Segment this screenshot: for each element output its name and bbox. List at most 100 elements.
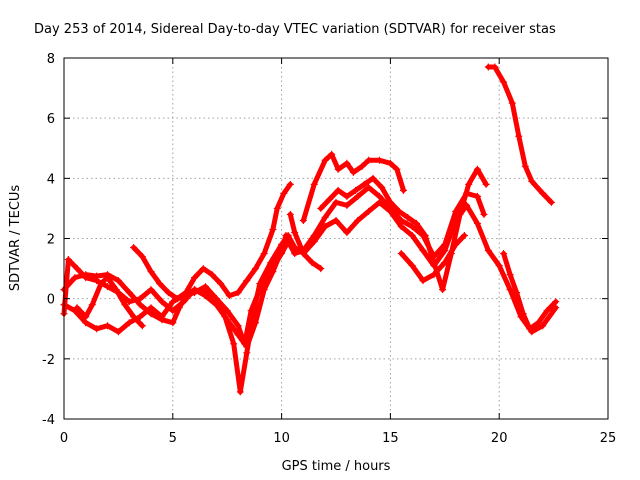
data-point [465,180,473,188]
data-point [82,319,90,327]
data-point [156,280,164,288]
series-sat-g [317,165,490,294]
data-point [243,277,251,285]
data-point [358,162,366,170]
y-tick-label: -4 [42,413,55,428]
series-sat-h [73,274,146,330]
data-point [500,250,508,258]
data-point [534,319,542,327]
data-point [260,286,268,294]
data-point [480,210,488,218]
data-point [317,204,325,212]
data-point [419,277,427,285]
data-point [321,222,329,230]
data-point [430,271,438,279]
data-point [147,310,155,318]
data-point [421,231,429,239]
data-point [201,292,209,300]
data-point [473,165,481,173]
data-point [543,307,551,315]
data-point [456,210,464,218]
data-point [299,250,307,258]
y-axis-label: SDTVAR / TECUs [8,185,23,292]
data-point [97,280,105,288]
series-sat-e [286,210,325,273]
data-point [365,183,373,191]
data-point [251,265,259,273]
data-traces [60,63,560,396]
data-point [310,180,318,188]
data-point [71,274,79,282]
data-point [138,253,146,261]
data-point [343,201,351,209]
data-point [147,304,155,312]
data-point [484,63,492,71]
y-tick-label: 8 [47,52,55,67]
data-point [269,225,277,233]
data-point [360,180,368,188]
data-point [539,322,547,330]
grid [64,58,608,419]
data-point [147,286,155,294]
x-tick-label: 15 [382,431,399,446]
data-point [321,156,329,164]
data-point [386,198,394,206]
x-tick-label: 25 [600,431,617,446]
data-point [439,286,447,294]
y-tick-label: 4 [47,172,55,187]
data-point [230,340,238,348]
data-point [199,265,207,273]
data-point [243,349,251,357]
data-point [441,241,449,249]
data-point [325,195,333,203]
data-point [408,262,416,270]
data-point [114,328,122,336]
data-point [352,186,360,194]
data-point [169,298,177,306]
data-point [136,301,144,309]
x-tick-label: 5 [169,431,177,446]
data-point [365,207,373,215]
data-point [212,301,220,309]
series-sat-f [299,150,407,224]
series-sat-k [500,250,560,333]
data-point [158,313,166,321]
data-point [473,219,481,227]
data-point [491,63,499,71]
series-line [318,166,489,293]
x-axis-label: GPS time / hours [282,459,391,474]
data-point [104,274,112,282]
data-point [291,228,299,236]
data-point [413,219,421,227]
data-point [280,189,288,197]
data-point [136,313,144,321]
data-point [513,289,521,297]
data-point [500,78,508,86]
data-point [121,301,129,309]
data-point [158,298,166,306]
data-point [519,310,527,318]
data-point [236,388,244,396]
data-point [395,207,403,215]
y-tick-label: -2 [42,353,55,368]
data-point [104,283,112,291]
data-point [225,292,233,300]
data-point [130,244,138,252]
series-line [485,64,554,205]
series-line [501,251,559,332]
data-point [369,174,377,182]
data-point [136,295,144,303]
data-point [125,319,133,327]
data-point [93,277,101,285]
data-point [88,301,96,309]
data-point [515,132,523,140]
data-point [104,322,112,330]
data-point [354,216,362,224]
data-point [506,286,514,294]
data-point [251,319,259,327]
data-point [291,250,299,258]
data-point [138,322,146,330]
data-point [321,213,329,221]
data-point [332,198,340,206]
y-tick-label: 2 [47,233,55,248]
